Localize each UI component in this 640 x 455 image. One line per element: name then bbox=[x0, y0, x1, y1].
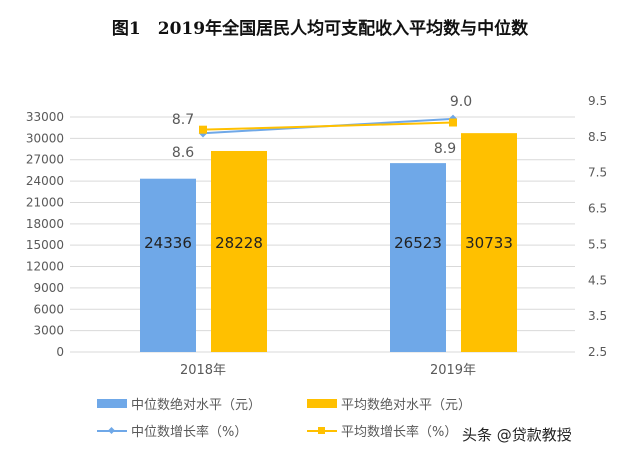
legend-label: 中位数增长率（%） bbox=[131, 425, 248, 440]
left-axis-tick-label: 24000 bbox=[26, 174, 64, 188]
legend-swatch-median-bar bbox=[97, 399, 127, 408]
bar-data-label: 28228 bbox=[215, 234, 263, 252]
left-axis-tick-label: 33000 bbox=[26, 110, 64, 124]
left-axis-tick-label: 9000 bbox=[33, 281, 64, 295]
left-axis-tick-label: 15000 bbox=[26, 238, 64, 252]
right-axis-tick-label: 2.5 bbox=[588, 345, 607, 359]
chart-title: 图1 2019年全国居民人均可支配收入平均数与中位数 bbox=[111, 19, 529, 39]
bar-data-label: 24336 bbox=[144, 234, 192, 252]
point-mean-growth bbox=[199, 125, 207, 134]
bar-median bbox=[140, 178, 196, 352]
left-axis-tick-label: 6000 bbox=[33, 302, 64, 316]
legend-label: 平均数绝对水平（元） bbox=[341, 398, 472, 413]
left-axis-tick-label: 27000 bbox=[26, 153, 64, 167]
legend-label: 中位数绝对水平（元） bbox=[131, 398, 262, 413]
legend-item-median-growth: 中位数增长率（%） bbox=[97, 421, 247, 440]
right-axis-tick-label: 9.5 bbox=[588, 94, 607, 108]
x-axis-tick-label: 2019年 bbox=[430, 363, 476, 378]
right-axis-tick-label: 6.5 bbox=[588, 202, 607, 216]
bar-data-label: 30733 bbox=[465, 234, 513, 252]
right-axis-tick-label: 7.5 bbox=[588, 166, 607, 180]
legend-swatch-median-line bbox=[97, 426, 127, 436]
left-axis-tick-label: 0 bbox=[56, 345, 64, 359]
left-axis-tick-label: 21000 bbox=[26, 195, 64, 209]
right-axis-tick-label: 5.5 bbox=[588, 237, 607, 251]
legend-swatch-mean-bar bbox=[307, 399, 337, 408]
point-mean-growth bbox=[449, 118, 457, 127]
line-data-label: 9.0 bbox=[450, 94, 472, 110]
right-axis-tick-label: 8.5 bbox=[588, 130, 607, 144]
legend-label: 平均数增长率（%） bbox=[341, 425, 458, 440]
legend-item-median-level: 中位数绝对水平（元） bbox=[97, 394, 261, 413]
left-axis-tick-label: 18000 bbox=[26, 217, 64, 231]
legend-item-mean-growth: 平均数增长率（%） bbox=[307, 421, 457, 440]
bar-median bbox=[390, 163, 446, 352]
legend-item-mean-level: 平均数绝对水平（元） bbox=[307, 394, 471, 413]
left-axis-tick-label: 3000 bbox=[33, 324, 64, 338]
x-axis-tick-label: 2018年 bbox=[180, 363, 226, 378]
watermark: 头条 @贷款教授 bbox=[462, 426, 572, 444]
bar-data-label: 26523 bbox=[394, 234, 442, 252]
legend-swatch-mean-line bbox=[307, 426, 337, 436]
line-mean-growth bbox=[202, 121, 454, 131]
bar-mean bbox=[461, 133, 517, 352]
left-axis-tick-label: 30000 bbox=[26, 131, 64, 145]
right-axis-tick-label: 4.5 bbox=[588, 273, 607, 287]
left-axis-tick-label: 12000 bbox=[26, 260, 64, 274]
right-axis-tick-label: 3.5 bbox=[588, 309, 607, 323]
line-data-label: 8.6 bbox=[172, 145, 194, 161]
bar-mean bbox=[211, 150, 267, 352]
line-data-label: 8.7 bbox=[172, 112, 194, 128]
line-data-label: 8.9 bbox=[434, 141, 456, 157]
